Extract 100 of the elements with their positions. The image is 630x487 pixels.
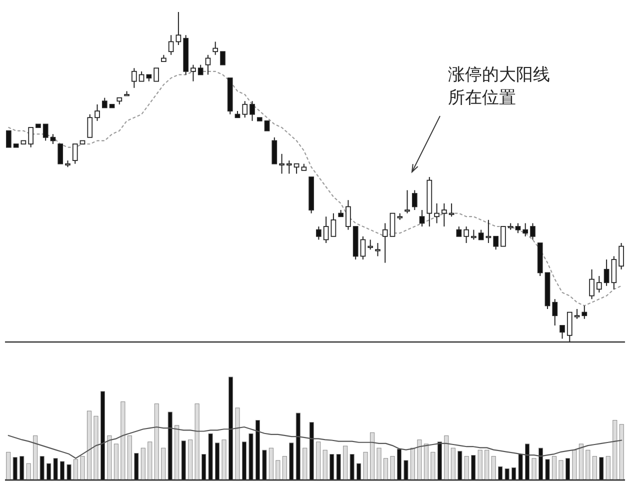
bar <box>262 450 267 480</box>
bar <box>73 459 78 480</box>
bar <box>174 425 180 480</box>
candlestick <box>566 312 572 342</box>
bar <box>194 404 200 480</box>
candlestick <box>279 153 284 174</box>
candlestick <box>6 130 12 148</box>
candlestick <box>205 54 211 76</box>
candlestick <box>434 202 440 224</box>
candlestick <box>471 229 476 240</box>
bar <box>518 454 523 480</box>
bar <box>168 412 172 480</box>
candlestick <box>574 308 580 320</box>
candlestick <box>346 200 351 230</box>
bar <box>46 463 52 480</box>
candlestick <box>50 134 56 144</box>
candlestick <box>330 212 336 237</box>
bar <box>208 433 213 480</box>
candlestick <box>28 127 34 148</box>
bar <box>161 448 166 480</box>
candlestick <box>375 242 380 257</box>
bar <box>140 448 146 480</box>
candlestick <box>493 236 498 250</box>
bar <box>282 456 287 480</box>
bar <box>316 442 321 480</box>
bar <box>309 422 314 480</box>
bar <box>592 456 597 480</box>
bar <box>545 459 550 480</box>
candlestick <box>272 136 278 164</box>
bar <box>66 464 72 480</box>
candlestick <box>220 51 226 66</box>
bar <box>471 455 476 480</box>
bar <box>40 456 44 480</box>
bar <box>276 460 280 480</box>
candlestick <box>412 190 418 210</box>
bar <box>370 432 375 480</box>
bar <box>552 456 557 480</box>
candlestick <box>478 229 484 240</box>
bar <box>202 454 206 480</box>
bar <box>322 450 328 480</box>
candlestick <box>154 68 159 82</box>
candlestick <box>87 114 93 138</box>
bar <box>491 456 496 480</box>
bar <box>107 435 112 480</box>
candlestick <box>250 100 255 122</box>
bar <box>396 448 402 480</box>
bar <box>383 458 388 480</box>
bar <box>6 452 11 480</box>
candlestick <box>316 226 322 240</box>
bar <box>235 408 240 480</box>
bar <box>289 442 294 480</box>
candlestick <box>611 256 617 290</box>
bar <box>60 461 65 480</box>
bar <box>302 448 308 480</box>
bar <box>586 450 590 480</box>
bar <box>120 401 126 480</box>
candlestick <box>294 163 300 174</box>
bar <box>26 463 31 480</box>
bar <box>336 454 341 480</box>
bar <box>188 440 193 480</box>
candlestick <box>190 64 196 82</box>
bar <box>578 444 584 480</box>
bar <box>363 452 368 480</box>
bar <box>148 442 152 480</box>
candlestick <box>382 222 388 264</box>
bar <box>558 460 564 480</box>
bar <box>532 458 536 480</box>
bar <box>450 448 456 480</box>
candlestick <box>124 90 130 96</box>
candlestick <box>522 222 528 237</box>
bar <box>458 450 462 480</box>
bar <box>512 467 516 480</box>
bar <box>464 456 469 480</box>
candlestick <box>198 64 204 76</box>
candlestick <box>419 210 425 227</box>
bar <box>484 450 490 480</box>
bar <box>376 448 382 480</box>
bar <box>498 466 503 480</box>
candlestick <box>42 124 48 142</box>
bar <box>404 460 408 480</box>
bar <box>222 440 226 480</box>
candlestick <box>286 160 292 174</box>
candlestick <box>486 219 492 244</box>
candlestick <box>368 239 374 250</box>
bar <box>444 435 449 480</box>
candlestick <box>360 236 366 260</box>
candlestick <box>515 222 521 234</box>
candlestick <box>102 97 108 108</box>
bar <box>390 456 395 480</box>
bar <box>242 442 247 480</box>
candlestick <box>560 325 565 340</box>
candlestick <box>72 144 78 164</box>
bar <box>134 452 139 480</box>
candlestick <box>618 242 624 270</box>
candlestick <box>264 120 270 132</box>
bar <box>504 468 510 480</box>
candlestick <box>132 68 137 88</box>
candlestick <box>552 298 558 326</box>
candlestick <box>442 202 447 227</box>
candlestick <box>500 226 506 247</box>
